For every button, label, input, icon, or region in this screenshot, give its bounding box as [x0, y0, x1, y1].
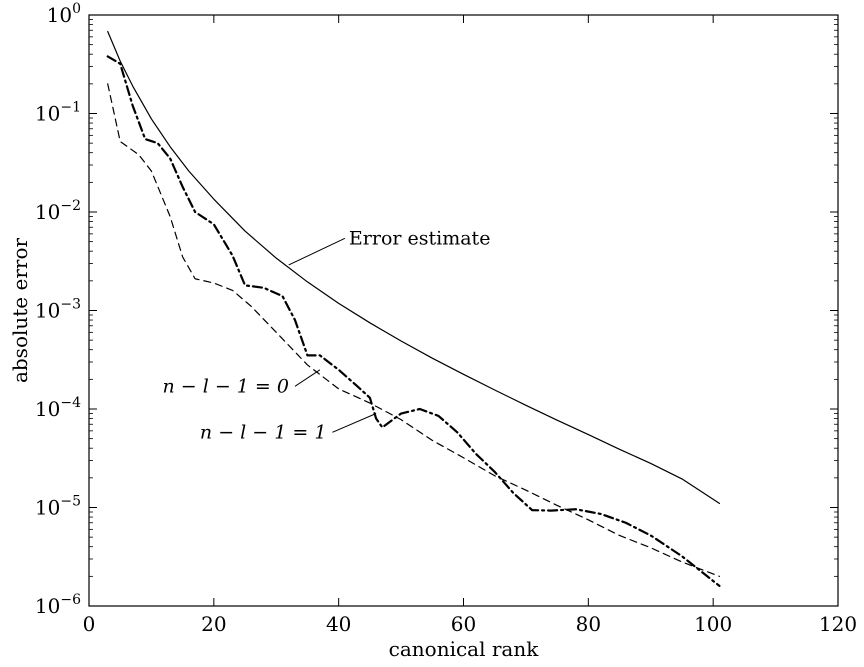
annotation-leader-2	[332, 413, 377, 433]
y-tick-label: 10−6	[35, 592, 81, 618]
x-tick-label: 100	[694, 612, 732, 636]
series-layer	[106, 30, 721, 587]
y-tick-label: 100	[47, 1, 81, 27]
plot-area	[88, 14, 839, 607]
y-tick-exponent: −3	[60, 297, 81, 313]
y-tick-base: 10	[35, 102, 60, 126]
series-line-2	[107, 83, 721, 577]
y-tick-base: 10	[35, 496, 60, 520]
annotation-leader-1	[294, 369, 321, 387]
y-tick-base: 10	[35, 594, 60, 618]
series-line-0	[107, 30, 721, 505]
y-tick-exponent: 0	[72, 1, 81, 17]
x-tick-label: 20	[201, 612, 226, 636]
annotation-label-2: n − l − 1 = 1	[200, 421, 327, 443]
y-tick-label: 10−5	[35, 494, 81, 520]
y-tick-base: 10	[35, 397, 60, 421]
x-tick-label: 60	[451, 612, 476, 636]
x-tick-label: 40	[326, 612, 351, 636]
x-tick-label: 120	[819, 612, 857, 636]
y-tick-exponent: −5	[60, 494, 81, 510]
y-tick-base: 10	[35, 299, 60, 323]
y-tick-label: 10−3	[35, 297, 81, 323]
y-tick-exponent: −6	[60, 592, 81, 608]
annotation-leader-0	[288, 237, 346, 266]
x-tick-label: 0	[83, 612, 96, 636]
y-tick-label: 10−1	[35, 100, 81, 126]
y-tick-label: 10−4	[35, 395, 81, 421]
plot-frame	[88, 14, 839, 607]
y-tick-exponent: −1	[60, 100, 81, 116]
y-tick-exponent: −4	[60, 395, 81, 411]
annotation-label-0: Error estimate	[349, 227, 491, 249]
series-line-1	[106, 55, 721, 587]
axes-layer: 0 20 40 60 80 100 12010−610−510−410−310−210−11…	[8, 1, 857, 661]
y-tick-exponent: −2	[60, 198, 81, 214]
y-tick-base: 10	[35, 200, 60, 224]
y-axis-label: absolute error	[8, 238, 32, 384]
y-tick-base: 10	[47, 3, 72, 27]
annotation-label-1: n − l − 1 = 0	[162, 375, 289, 397]
annotation-layer: Error estimate n − l − 1 = 0 n − l − 1 = 1	[162, 227, 490, 443]
x-tick-label: 80	[576, 612, 601, 636]
x-axis-label: canonical rank	[389, 637, 540, 661]
y-tick-label: 10−2	[35, 198, 81, 224]
